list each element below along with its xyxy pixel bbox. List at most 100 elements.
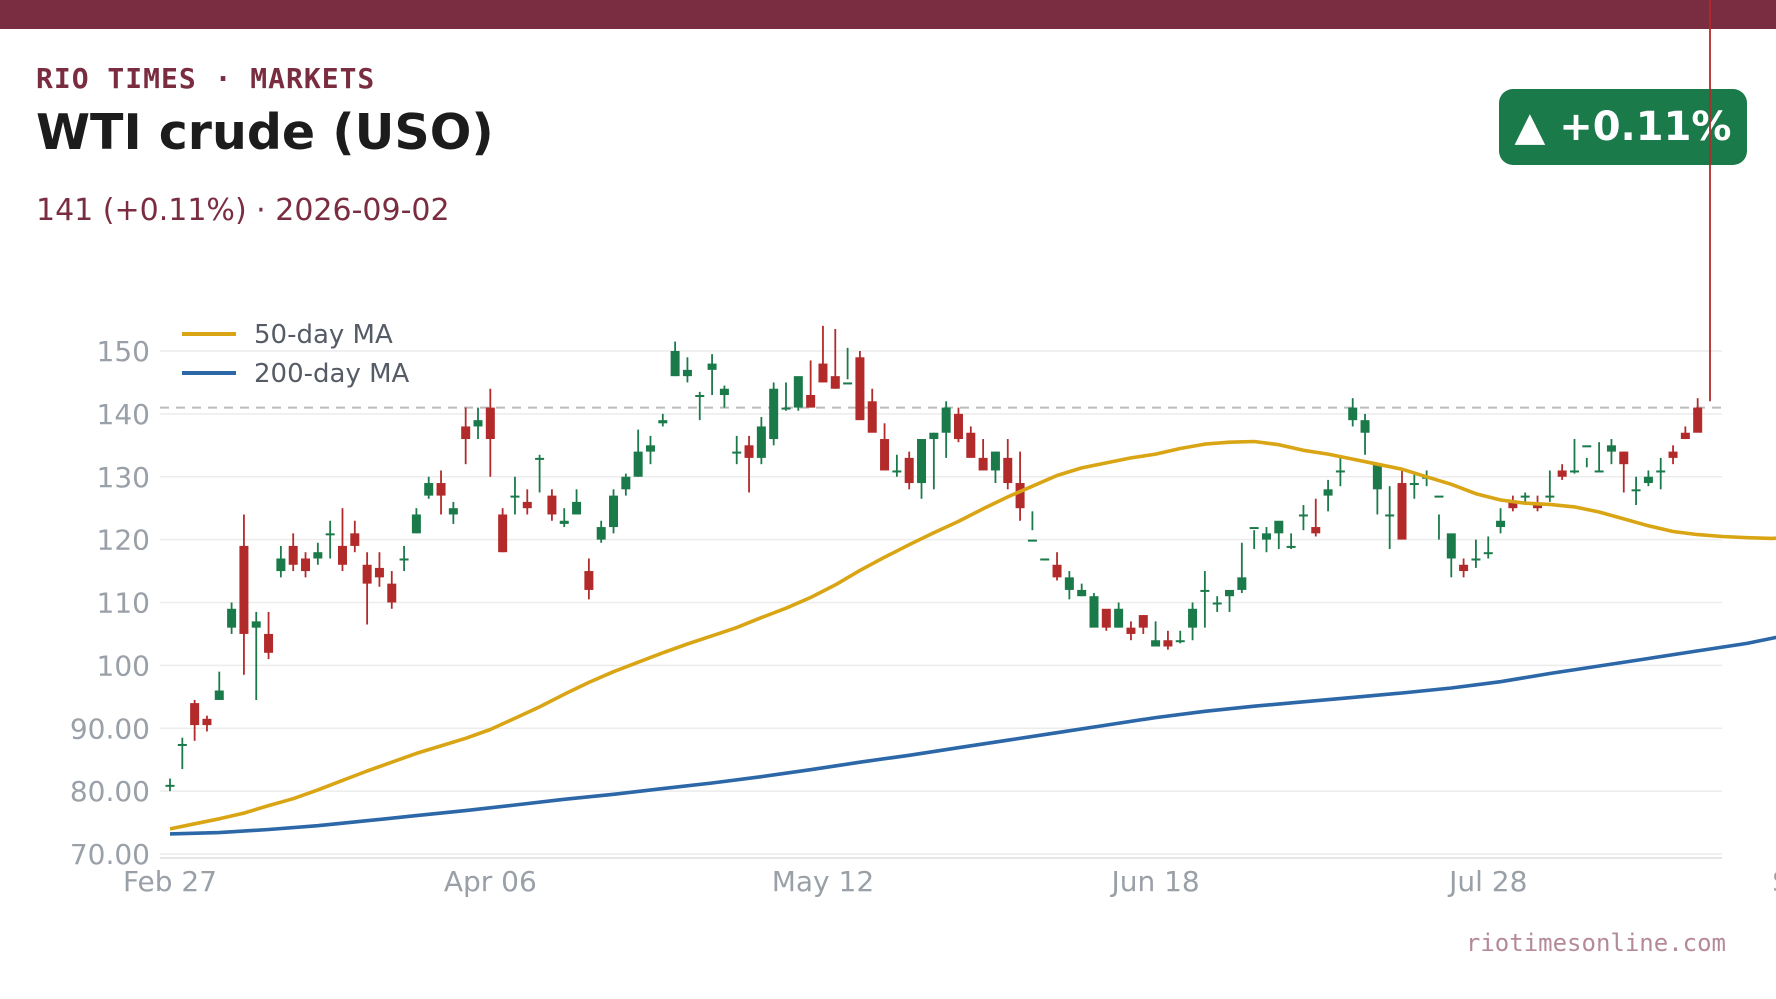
candle-body	[695, 395, 705, 398]
candle-body	[1520, 495, 1530, 498]
x-tick-label: Jun 18	[1109, 865, 1199, 898]
candle-up	[1569, 439, 1579, 474]
candle-body	[165, 784, 175, 787]
candle-up	[707, 354, 717, 396]
candle-body	[917, 439, 927, 484]
candle-down	[953, 407, 963, 443]
candle-up	[695, 391, 705, 421]
candle-down	[498, 508, 508, 553]
candle-up	[1114, 602, 1124, 628]
candle-up	[1286, 533, 1296, 550]
candle-up	[732, 435, 742, 465]
candle-body	[1508, 501, 1518, 509]
candle-up	[843, 347, 853, 385]
candle-up	[559, 508, 569, 528]
candle-up	[535, 454, 545, 493]
candle-body	[1274, 520, 1284, 534]
candle-body	[645, 445, 655, 452]
candle-up	[756, 417, 766, 465]
legend-label-ma50: 50-day MA	[254, 320, 393, 350]
candle-body	[313, 552, 323, 559]
candle-up	[276, 545, 286, 578]
candle-down	[1508, 495, 1518, 512]
candle-body	[337, 545, 347, 565]
candle-up	[990, 451, 1000, 484]
candle-body	[880, 439, 890, 471]
candle-down	[239, 514, 249, 675]
candles	[165, 0, 1711, 792]
candle-body	[1348, 407, 1358, 421]
brand-label: RIO TIMES · MARKETS	[36, 62, 376, 95]
candle-body	[1569, 470, 1579, 473]
candle-body	[990, 451, 1000, 471]
candle-body	[1397, 483, 1407, 540]
source-label: riotimesonline.com	[1465, 929, 1726, 957]
candle-body	[1533, 505, 1543, 509]
candle-body	[1126, 627, 1136, 634]
candle-up	[769, 382, 779, 446]
candle-down	[1693, 398, 1703, 433]
candle-body	[1138, 615, 1148, 628]
candle-body	[744, 445, 754, 458]
candle-body	[1064, 577, 1074, 590]
candle-body	[1631, 489, 1641, 492]
candle-up	[1360, 413, 1370, 455]
candle-down	[1003, 439, 1013, 490]
candle-body	[1200, 589, 1210, 592]
candle-up	[645, 435, 655, 465]
candle-up	[670, 341, 680, 377]
candle-down	[436, 470, 446, 515]
candle-down	[264, 611, 274, 660]
candle-body	[1606, 445, 1616, 452]
candle-up	[572, 489, 582, 515]
candle-up	[1594, 442, 1604, 473]
x-tick-label: Apr 06	[444, 865, 537, 898]
y-tick-label: 140	[97, 398, 150, 431]
candle-down	[1015, 451, 1025, 521]
candle-body	[1668, 451, 1678, 458]
candle-body	[1003, 457, 1013, 484]
candle-down	[1126, 621, 1136, 641]
candle-body	[1323, 489, 1333, 496]
candle-body	[1434, 495, 1444, 498]
top-accent-bar	[0, 0, 1776, 29]
candle-body	[658, 420, 668, 424]
candle-up	[411, 508, 421, 534]
candle-body	[1089, 596, 1099, 628]
candle-body	[1471, 558, 1481, 561]
candle-down	[966, 426, 976, 458]
candle-body	[498, 514, 508, 553]
candle-up	[165, 778, 175, 792]
candle-up	[251, 611, 261, 700]
page-title: WTI crude (USO)	[36, 104, 494, 161]
candle-body	[1175, 640, 1185, 643]
candle-body	[621, 476, 631, 490]
candle-up	[1151, 621, 1161, 647]
candle-up	[609, 489, 619, 534]
candle-up	[621, 473, 631, 496]
candle-body	[276, 558, 286, 572]
candle-down	[1138, 615, 1148, 634]
candle-down	[387, 571, 397, 609]
candle-up	[1643, 470, 1653, 487]
gridlines	[160, 350, 1722, 859]
candle-up	[473, 407, 483, 440]
candle-up	[448, 501, 458, 524]
candle-up	[929, 432, 939, 490]
candle-body	[1656, 470, 1666, 473]
candle-body	[387, 583, 397, 603]
candle-body	[682, 369, 692, 377]
candle-down	[830, 328, 840, 389]
candle-up	[1298, 505, 1308, 531]
candle-up	[1631, 476, 1641, 506]
legend-label-ma200: 200-day MA	[254, 359, 410, 389]
candle-body	[424, 483, 434, 496]
x-tick-label: May 12	[772, 865, 874, 898]
candle-body	[843, 382, 853, 385]
candle-body	[633, 451, 643, 477]
candle-body	[1151, 640, 1161, 647]
candle-down	[1557, 464, 1567, 480]
candle-body	[1385, 514, 1395, 517]
candle-up	[1545, 470, 1555, 502]
candle-body	[288, 545, 298, 565]
